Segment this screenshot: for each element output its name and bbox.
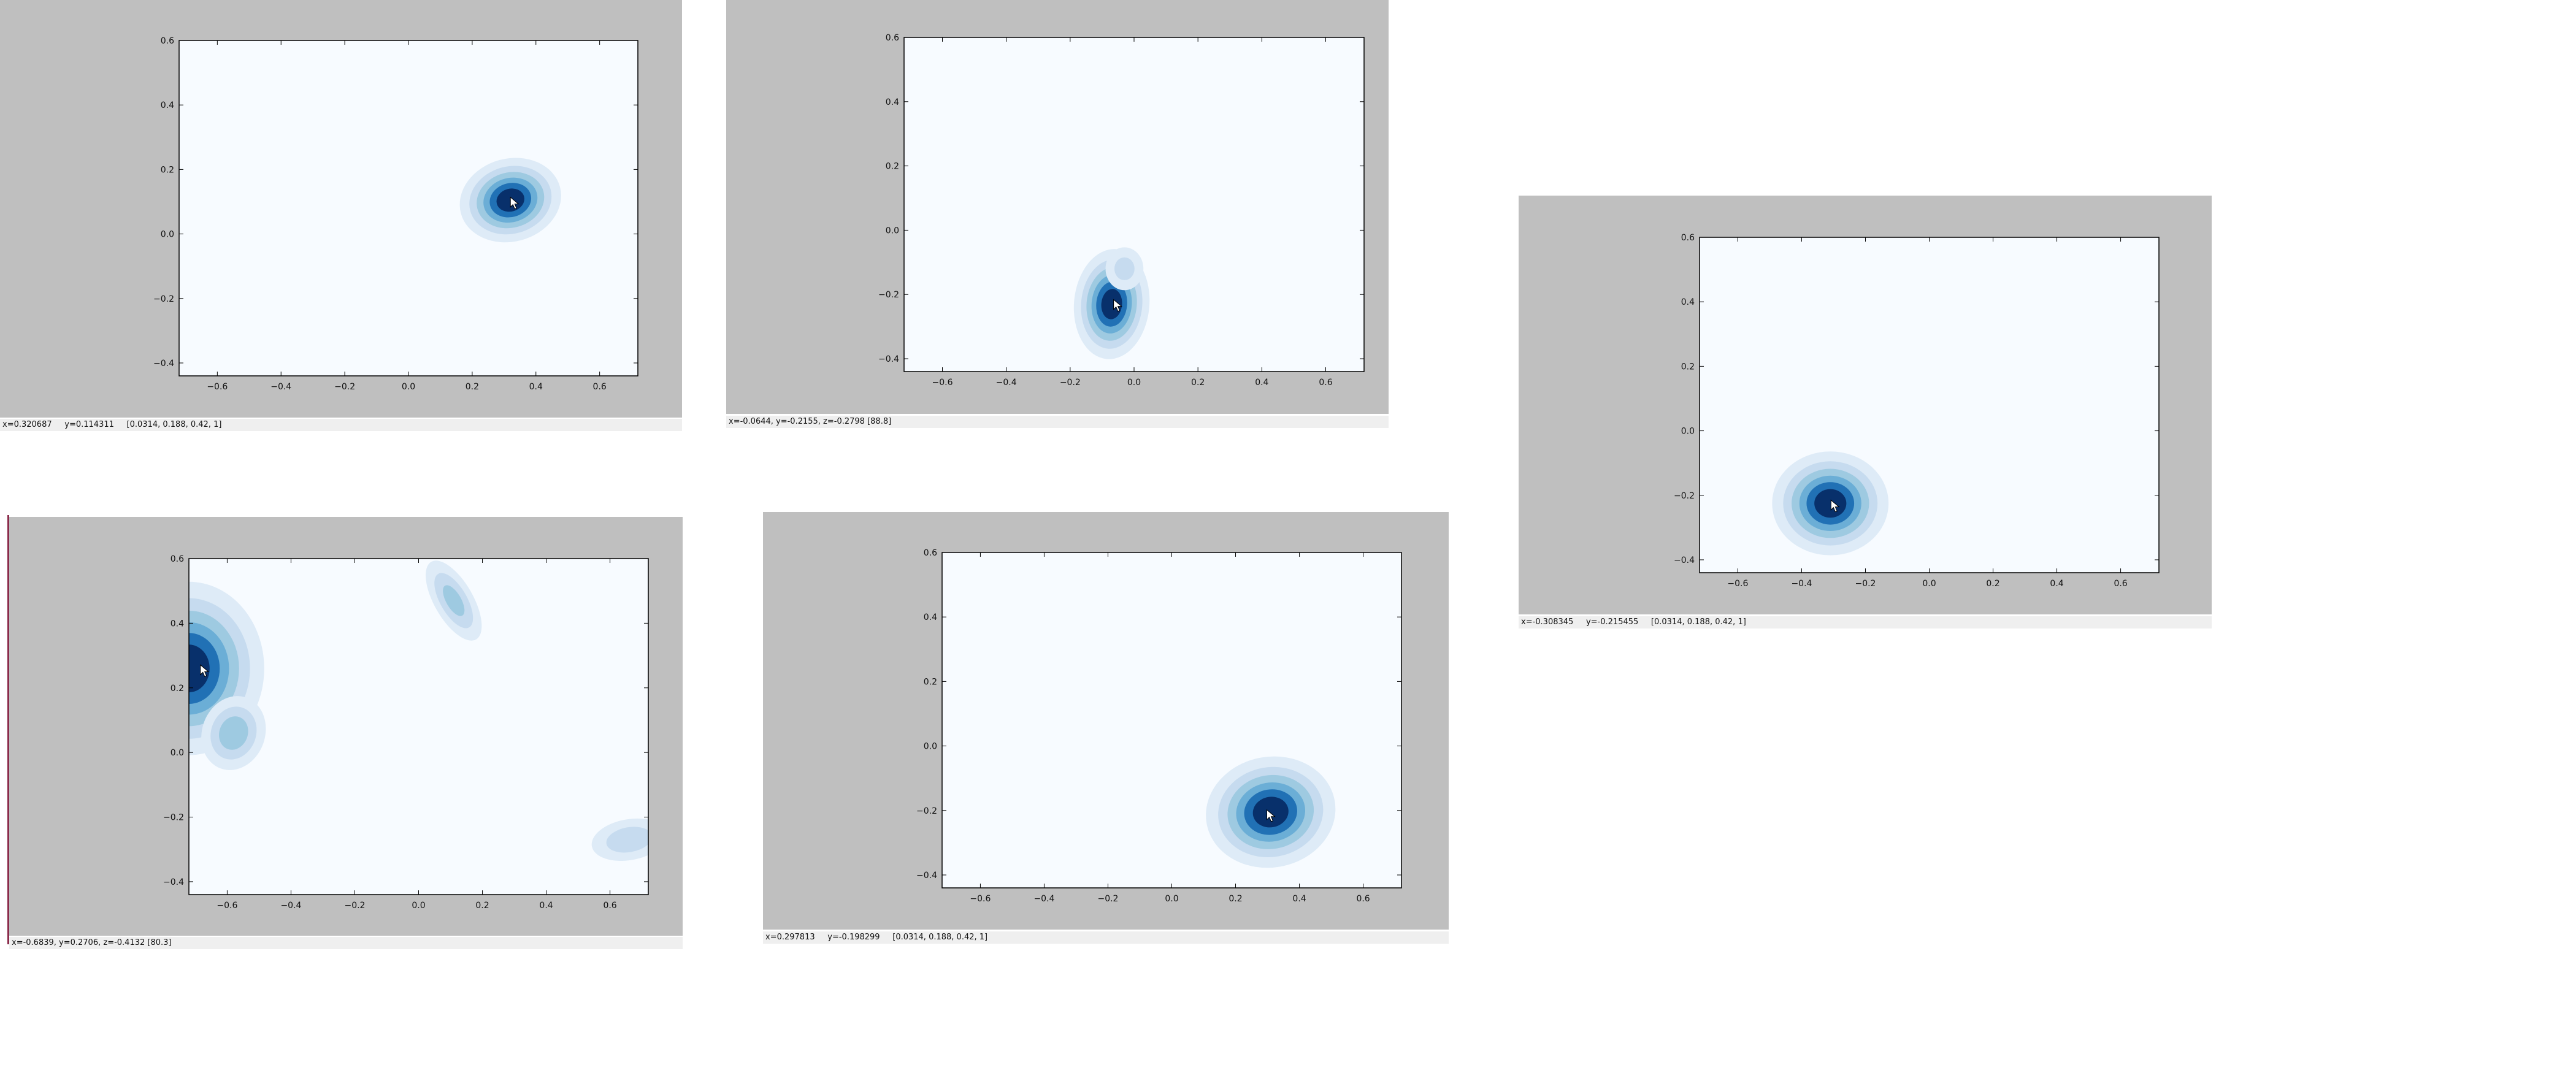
x-tick-label: −0.2 (1060, 378, 1081, 388)
x-tick-label: −0.4 (270, 382, 291, 392)
y-tick-label: −0.2 (916, 806, 937, 816)
x-tick-label: 0.6 (603, 901, 616, 911)
y-tick-label: −0.2 (153, 294, 174, 304)
y-tick-label: 0.2 (924, 677, 937, 687)
y-tick-label: −0.4 (916, 871, 937, 881)
y-tick-label: 0.6 (161, 36, 174, 46)
contour-level-6 (1814, 489, 1847, 518)
x-tick-label: 0.4 (539, 901, 553, 911)
x-tick-label: 0.4 (1292, 894, 1306, 904)
x-tick-label: 0.6 (1356, 894, 1370, 904)
y-tick-label: 0.6 (171, 554, 184, 564)
x-tick-label: 0.0 (412, 901, 425, 911)
contour-level-2 (606, 827, 648, 853)
status-bar-5: x=0.297813 y=-0.198299 [0.0314, 0.188, 0… (763, 931, 1449, 944)
figure-window-3: −0.6 −0.4 −0.2 0.0 0.2 0.4 0.6 −0.4 −0.2 0.0 0.2 0.… (1519, 196, 2212, 614)
x-tick-label: 0.4 (529, 382, 543, 392)
contour-plot-3: −0.6 −0.4 −0.2 0.0 0.2 0.4 0.6 −0.4 −0.2 0.0 0.2 0.… (1674, 233, 2160, 589)
y-tick-label: 0.4 (171, 619, 184, 629)
x-tick-label: −0.4 (1033, 894, 1054, 904)
y-tick-label: 0.6 (886, 33, 899, 43)
x-tick-label: 0.6 (593, 382, 607, 392)
y-tick-label: 0.0 (924, 742, 937, 752)
x-tick-label: −0.2 (334, 382, 355, 392)
contour-level-6 (189, 644, 210, 693)
mouse-cursor-icon (200, 664, 210, 677)
y-tick-label: 0.2 (161, 165, 174, 175)
mouse-cursor-icon (1113, 299, 1123, 312)
x-tick-label: 0.0 (1922, 579, 1936, 589)
figure-window-2: −0.6 −0.4 −0.2 0.0 0.2 0.4 0.6 −0.4 −0.2 0.0 0.2 0.… (726, 0, 1389, 414)
window-edge-line (7, 515, 9, 944)
y-tick-label: 0.0 (886, 226, 899, 235)
plot-area (179, 40, 638, 376)
y-tick-label: 0.0 (171, 748, 184, 758)
y-tick-label: 0.0 (1681, 427, 1695, 437)
y-tick-label: 0.4 (161, 101, 174, 110)
figure-window-4: −0.6 −0.4 −0.2 0.0 0.2 0.4 0.6 −0.4 −0.2 0.0 0.2 0.… (9, 517, 683, 936)
contour-plot-1: −0.6 −0.4 −0.2 0.0 0.2 0.4 0.6 −0.4 −0.2 0.0 0.2 0.… (153, 36, 638, 392)
x-tick-label: −0.2 (1855, 579, 1876, 589)
mouse-cursor-icon (510, 196, 519, 210)
y-tick-label: 0.0 (161, 230, 174, 240)
figure-window-1: −0.6 −0.4 −0.2 0.0 0.2 0.4 0.6 −0.4 −0.2 0.0 0.2 0.… (0, 0, 682, 418)
y-tick-label: −0.4 (153, 359, 174, 369)
y-tick-label: −0.4 (163, 877, 184, 887)
y-tick-label: −0.4 (1674, 556, 1695, 565)
plot-area (942, 552, 1401, 888)
x-tick-label: 0.2 (1229, 894, 1242, 904)
contour-level-3 (443, 585, 465, 616)
x-tick-label: 0.2 (1986, 579, 1999, 589)
y-tick-label: 0.6 (1681, 233, 1695, 243)
x-tick-label: −0.4 (996, 378, 1017, 388)
y-tick-label: −0.4 (878, 354, 899, 364)
y-tick-label: −0.2 (1674, 491, 1695, 501)
y-tick-label: 0.4 (886, 97, 899, 107)
plot-area (1700, 237, 2159, 573)
y-tick-label: 0.6 (924, 548, 937, 558)
mouse-cursor-icon (1267, 809, 1276, 822)
contour-plot-2: −0.6 −0.4 −0.2 0.0 0.2 0.4 0.6 −0.4 −0.2 0.0 0.2 0.… (878, 33, 1365, 388)
y-tick-label: −0.2 (163, 813, 184, 823)
y-tick-label: −0.2 (878, 290, 899, 300)
x-tick-label: 0.0 (1127, 378, 1141, 388)
x-tick-label: −0.6 (1727, 579, 1748, 589)
contour-level-3 (219, 716, 248, 750)
y-tick-label: 0.2 (886, 162, 899, 172)
x-tick-label: 0.0 (1165, 894, 1178, 904)
contour-level-2 (1114, 257, 1135, 280)
contour-plot-4: −0.6 −0.4 −0.2 0.0 0.2 0.4 0.6 −0.4 −0.2 0.0 0.2 0.… (163, 554, 649, 911)
contour-level-6 (1252, 797, 1289, 828)
contour-plot-5: −0.6 −0.4 −0.2 0.0 0.2 0.4 0.6 −0.4 −0.2 0.0 0.2 0.… (916, 548, 1402, 904)
status-bar-2: x=-0.0644, y=-0.2155, z=-0.2798 [88.8] (726, 416, 1389, 428)
y-tick-label: 0.4 (924, 613, 937, 622)
mouse-cursor-icon (1830, 499, 1840, 513)
y-tick-label: 0.2 (1681, 362, 1695, 372)
x-tick-label: −0.4 (280, 901, 301, 911)
x-tick-label: 0.2 (1191, 378, 1205, 388)
contour-level-6 (1101, 289, 1122, 319)
x-tick-label: −0.2 (1097, 894, 1118, 904)
x-tick-label: 0.4 (1255, 378, 1268, 388)
x-tick-label: 0.0 (402, 382, 415, 392)
status-bar-3: x=-0.308345 y=-0.215455 [0.0314, 0.188, … (1519, 616, 2212, 629)
status-bar-4: x=-0.6839, y=0.2706, z=-0.4132 [80.3] (9, 937, 683, 949)
x-tick-label: −0.6 (207, 382, 228, 392)
x-tick-label: 0.2 (466, 382, 479, 392)
x-tick-label: −0.6 (932, 378, 953, 388)
status-bar-1: x=0.320687 y=0.114311 [0.0314, 0.188, 0.… (0, 419, 682, 431)
x-tick-label: 0.6 (2114, 579, 2127, 589)
x-tick-label: 0.2 (475, 901, 489, 911)
y-tick-label: 0.4 (1681, 297, 1695, 307)
figure-window-5: −0.6 −0.4 −0.2 0.0 0.2 0.4 0.6 −0.4 −0.2 0.0 0.2 0.… (763, 512, 1449, 930)
x-tick-label: 0.4 (2050, 579, 2063, 589)
x-tick-label: 0.6 (1319, 378, 1332, 388)
x-tick-label: −0.2 (344, 901, 365, 911)
x-tick-label: −0.6 (970, 894, 991, 904)
x-tick-label: −0.6 (217, 901, 237, 911)
x-tick-label: −0.4 (1791, 579, 1812, 589)
y-tick-label: 0.2 (171, 684, 184, 694)
